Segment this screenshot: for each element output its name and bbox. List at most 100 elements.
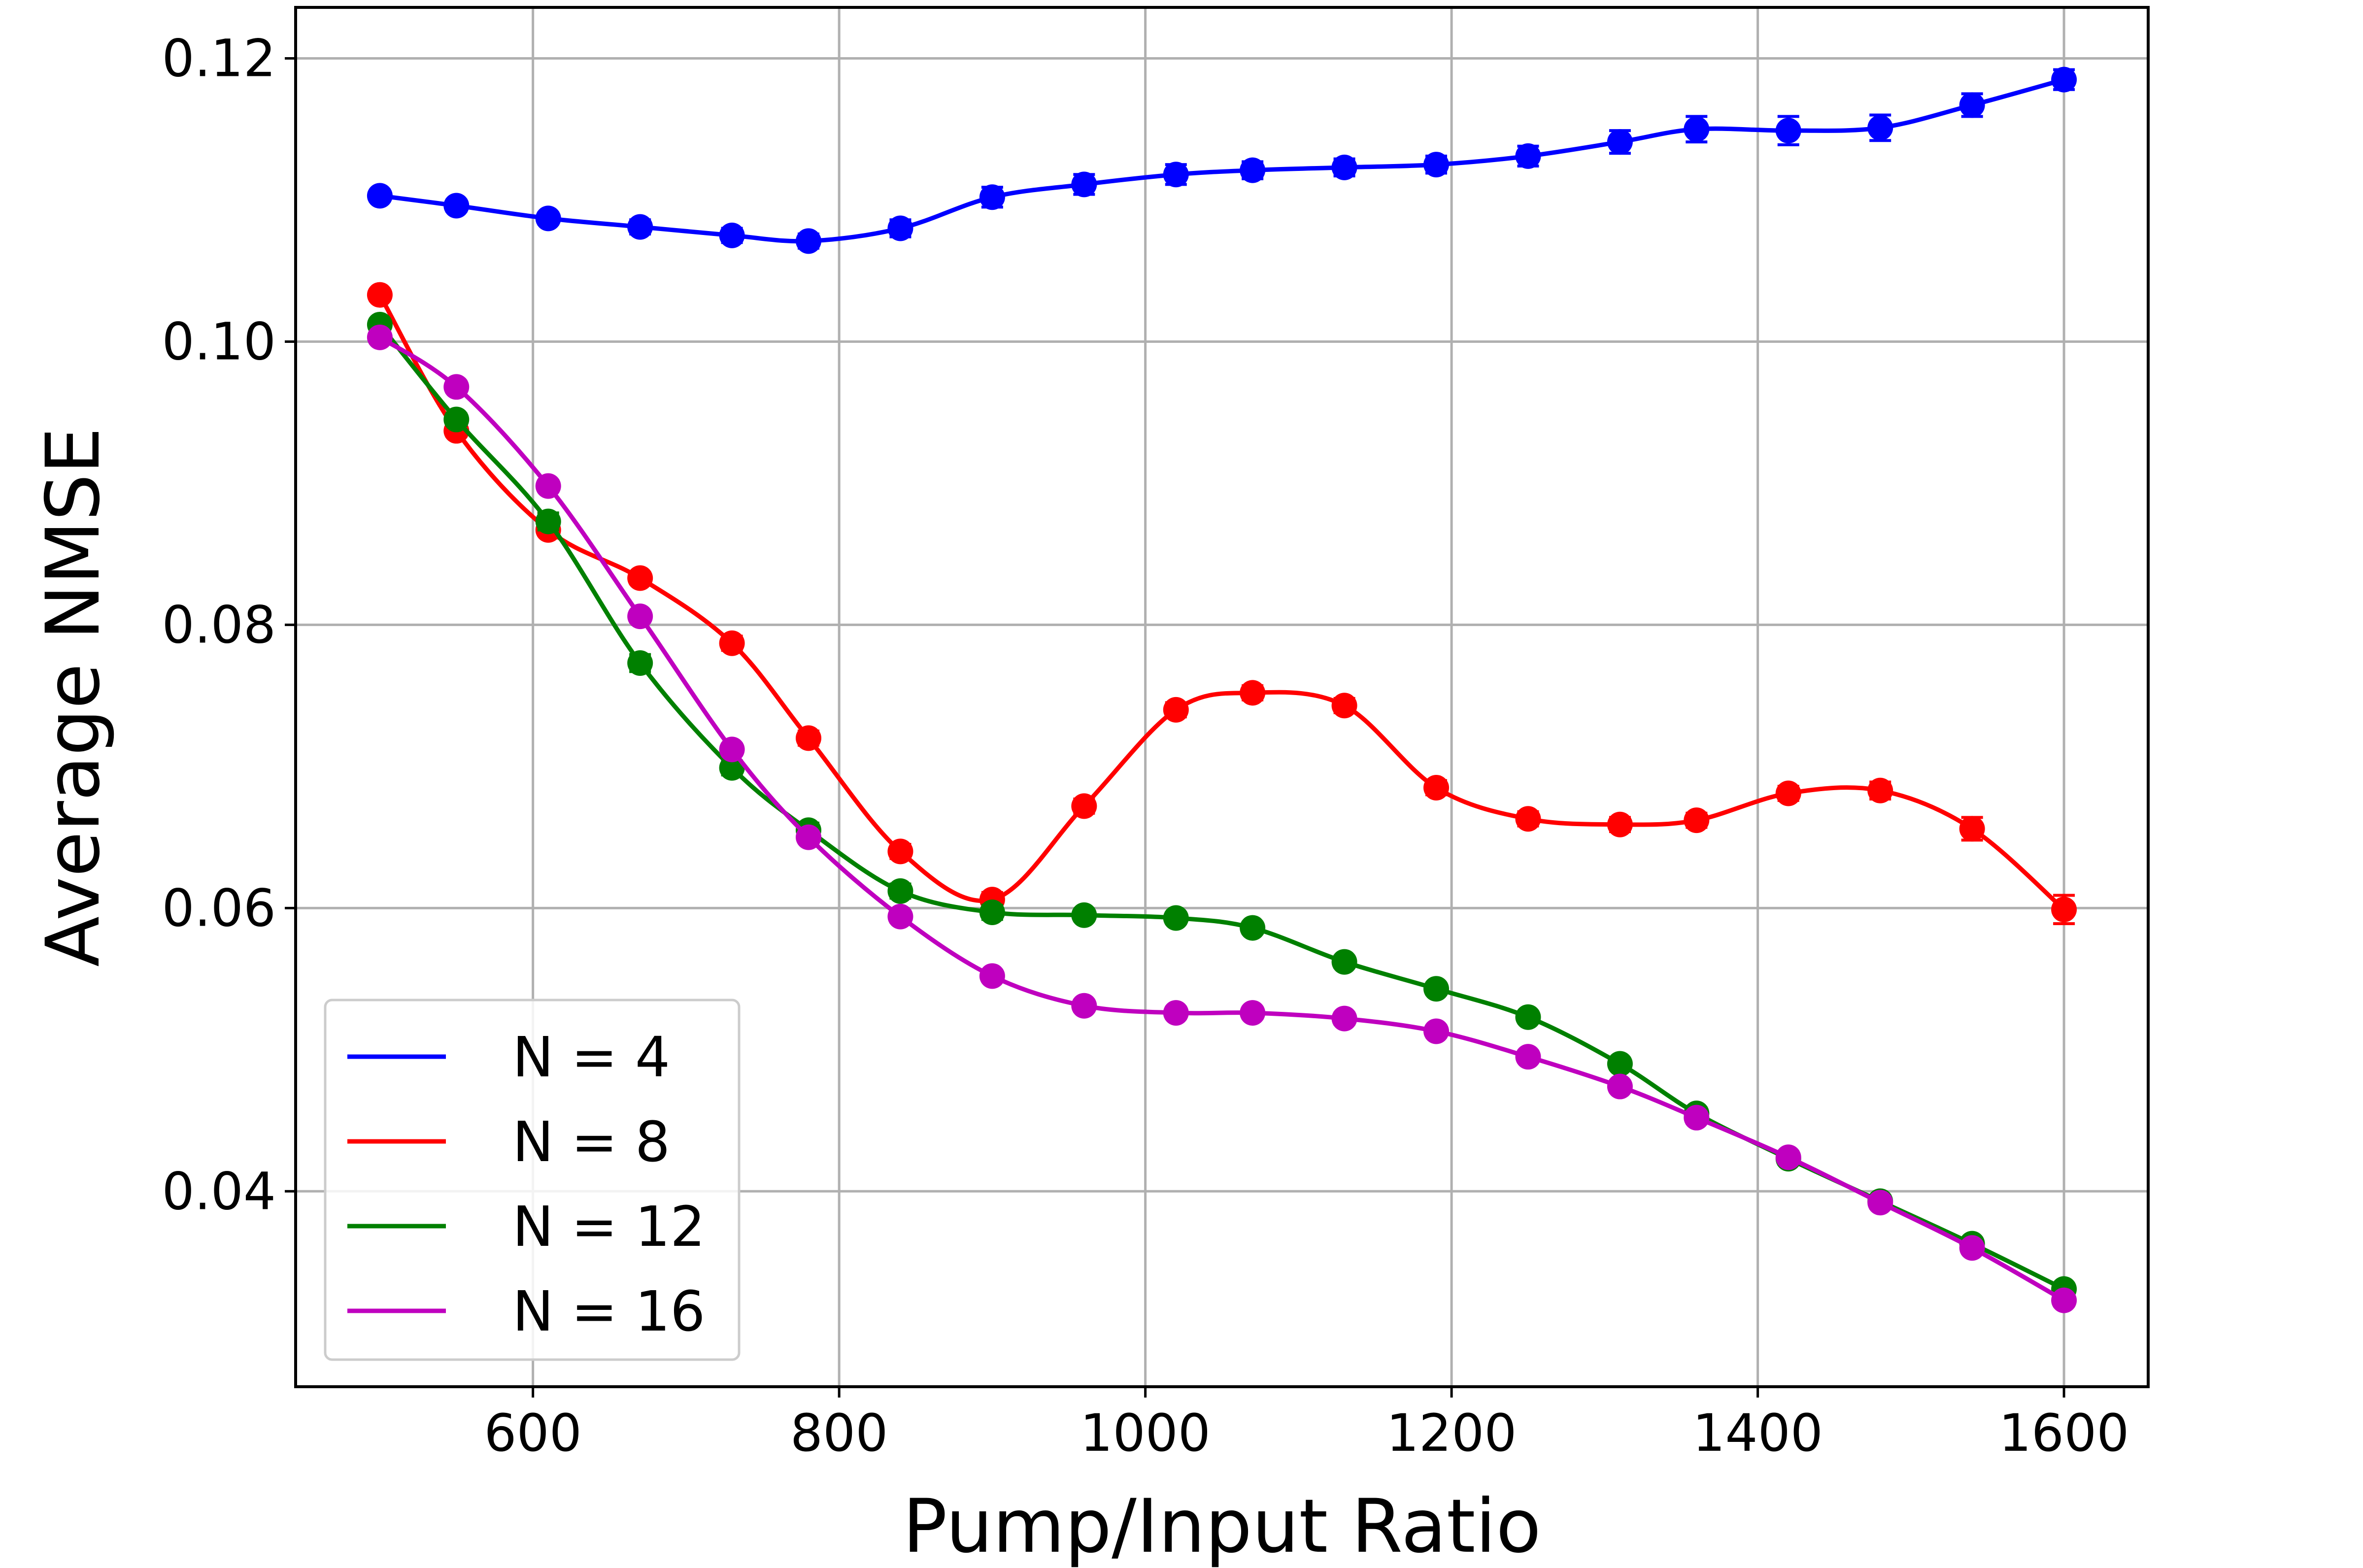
y-tick-label: 0.12 [162,28,276,88]
data-point [979,184,1005,210]
data-point [1959,816,1985,842]
data-point [719,630,745,656]
data-point [887,838,913,865]
axis-ticks: 600 800 1000 1200 1400 1600 0.04 0.06 0.08 0.10 0.… [162,28,2129,1463]
data-point [1163,697,1189,723]
legend-item: N = 12 [347,1195,705,1259]
data-point [1071,793,1097,819]
data-point [627,214,653,240]
data-point [2051,897,2077,923]
x-tick-label: 1400 [1692,1403,1823,1463]
data-point [795,228,821,254]
data-point [719,222,745,248]
data-point [887,903,913,930]
data-point [1423,1018,1450,1044]
data-point [719,755,745,781]
x-tick-label: 600 [484,1403,582,1463]
data-point [887,215,913,241]
x-tick-label: 1000 [1080,1403,1211,1463]
data-point [1240,1000,1266,1026]
data-point [887,878,913,904]
y-tick-label: 0.08 [162,595,276,655]
data-point [535,205,561,232]
data-point [1775,118,1801,144]
legend-label: N = 12 [512,1195,705,1259]
data-point [1331,1005,1357,1032]
data-point [1515,806,1541,832]
data-point [367,324,393,350]
data-point [1423,976,1450,1002]
series-2 [367,282,2077,925]
data-point [979,963,1005,989]
data-point [1684,1104,1710,1131]
data-point [1515,143,1541,169]
data-point [1071,171,1097,198]
data-point [1163,905,1189,931]
data-point [1071,993,1097,1019]
data-point [1867,777,1893,803]
data-point [535,473,561,499]
series-1 [367,67,2077,254]
data-point [1423,774,1450,801]
x-tick-label: 1600 [1999,1403,2129,1463]
data-point [1240,157,1266,183]
data-point [1240,680,1266,706]
data-point [627,650,653,676]
y-tick-label: 0.04 [162,1161,276,1221]
legend-box [324,999,741,1361]
data-point [1163,1000,1189,1026]
data-point [979,899,1005,925]
data-point [1607,811,1633,837]
data-point [1959,92,1985,118]
data-point [1331,949,1357,975]
data-point [1515,1004,1541,1030]
plot-frame [294,6,2150,1388]
data-point [2051,67,2077,93]
x-axis-label: Pump/Input Ratio [903,1484,1541,1568]
legend-label: N = 16 [512,1280,705,1344]
data-point [1515,1044,1541,1070]
legend-label: N = 4 [512,1026,670,1090]
y-axis-label: Average NMSE [31,427,116,967]
y-tick-label: 0.10 [162,311,276,371]
data-point [1071,902,1097,928]
series-4 [367,324,2077,1313]
data-point [1423,152,1450,178]
legend: N = 4 N = 8 N = 12 N = 16 [324,999,741,1361]
series-layer [367,67,2077,1313]
data-point [1607,1073,1633,1100]
data-point [535,508,561,534]
data-point [2051,1287,2077,1313]
legend-item: N = 4 [347,1026,670,1090]
data-point [1240,915,1266,941]
data-point [719,736,745,763]
data-point [1775,780,1801,806]
data-point [1607,1051,1633,1077]
data-point [367,282,393,308]
legend-item: N = 8 [347,1110,670,1174]
data-point [1959,1235,1985,1261]
data-point [627,565,653,591]
data-point [1867,1190,1893,1216]
data-point [795,725,821,751]
data-point [367,183,393,209]
data-point [1163,162,1189,188]
data-point [1684,116,1710,142]
data-point [1331,693,1357,719]
x-tick-label: 1200 [1386,1403,1517,1463]
legend-item: N = 16 [347,1280,705,1344]
data-point [795,824,821,850]
data-point [443,374,470,400]
data-point [627,603,653,630]
y-tick-label: 0.06 [162,878,276,938]
x-tick-label: 800 [790,1403,888,1463]
legend-label: N = 8 [512,1110,670,1174]
data-point [1867,115,1893,141]
data-point [443,406,470,433]
data-point [443,193,470,219]
data-point [1331,154,1357,180]
data-point [1607,129,1633,155]
data-point [1684,807,1710,834]
